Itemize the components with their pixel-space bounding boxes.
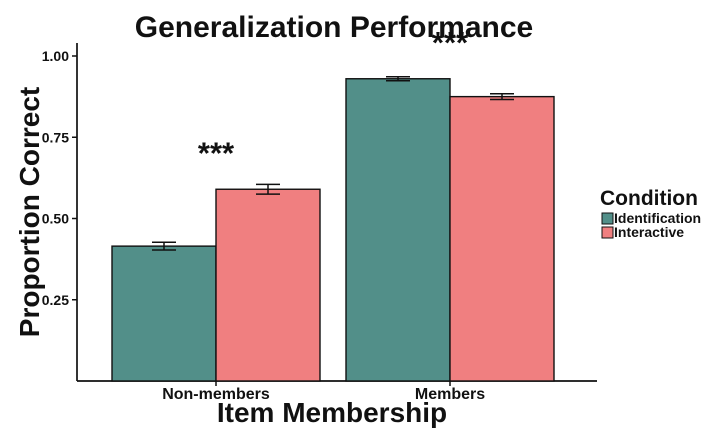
legend-title: Condition [600, 187, 698, 210]
y-tick-label: 0.50 [42, 211, 69, 227]
x-tick-label: Non-members [162, 386, 270, 403]
bar-identification-members [345, 78, 451, 382]
bar-interactive-non-members [215, 188, 321, 382]
plot-area: 0.25 0.50 0.75 1.00 Non-members Members *** *** [42, 25, 597, 403]
legend-swatch [601, 226, 614, 239]
legend-label: Interactive [614, 224, 684, 240]
significance-annotation: *** [432, 25, 469, 60]
legend-label: Identification [614, 210, 701, 226]
y-tick-label: 0.75 [42, 129, 69, 145]
y-tick-label: 1.00 [42, 48, 69, 64]
significance-annotation: *** [198, 135, 235, 170]
bar-interactive-members [449, 95, 555, 382]
y-tick-label: 0.25 [42, 292, 69, 308]
y-axis-title: Proportion Correct [14, 87, 45, 337]
x-axis-title: Item Membership [217, 397, 447, 428]
bar-identification-non-members [111, 245, 217, 382]
legend-swatch [601, 212, 614, 225]
chart-title: Generalization Performance [135, 11, 533, 44]
x-tick-label: Members [415, 386, 485, 403]
